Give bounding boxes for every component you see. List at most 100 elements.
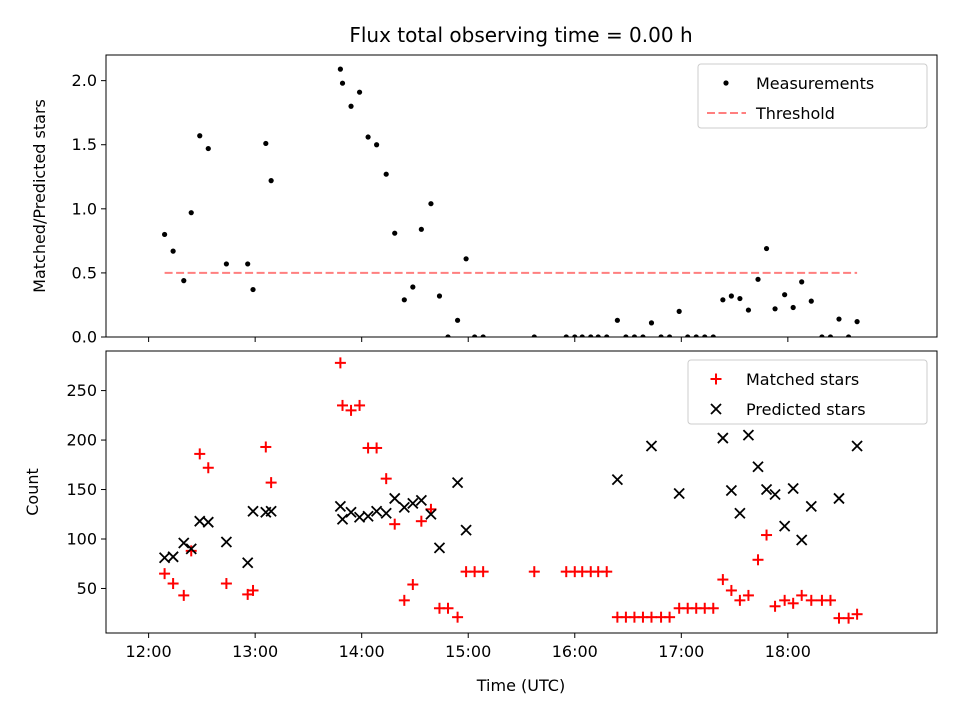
chart1-x-tick-label: 12:00	[126, 642, 172, 661]
chart1-series1-point	[362, 510, 374, 522]
chart1-series0-point	[664, 611, 676, 623]
chart1-series1-point-b	[334, 500, 347, 512]
chart1-series1-point	[334, 500, 347, 512]
chart0-series0-point	[676, 308, 682, 314]
chart0-series0-point	[763, 245, 770, 252]
top-y-axis-label: Matched/Predicted stars	[30, 99, 49, 293]
chart1-series1-point	[805, 500, 817, 512]
chart0-series0-point	[563, 334, 569, 337]
chart1-series0-point	[442, 602, 454, 614]
chart1-series1-point	[760, 483, 773, 496]
chart1-series1-point-b	[336, 513, 349, 525]
chart1-series1-point	[415, 494, 427, 507]
chart0-series0-point	[702, 334, 708, 337]
chart0-legend-box	[697, 63, 928, 129]
chart1-series1-point	[769, 488, 781, 501]
chart1-series0-point	[337, 399, 349, 411]
chart1-series1-point	[380, 507, 392, 519]
chart1-series1-point	[370, 505, 383, 517]
chart1-series1-point	[433, 542, 446, 554]
chart1-x-tick-label: 17:00	[658, 642, 704, 661]
chart1-legend-label: Matched stars	[746, 370, 859, 389]
chart1-series0-point	[389, 518, 401, 530]
chart1-legend-swatch	[710, 373, 722, 385]
chart0-series0-point	[401, 297, 407, 303]
chart0-series0-point	[223, 261, 229, 267]
chart1-series1-point-b	[370, 505, 383, 517]
chart1-legend-box	[687, 359, 928, 425]
chart0-series0-point	[418, 226, 424, 232]
chart1-series1-point-b	[353, 511, 366, 523]
chart1-legend: Matched stars Predicted stars	[687, 359, 928, 425]
chart0-series0-point	[365, 134, 371, 140]
chart1-series1-point-b	[220, 536, 233, 548]
chart1-series1-point-b	[742, 429, 755, 441]
chart0-series0-point	[640, 334, 646, 337]
chart0-series0-point	[250, 286, 256, 293]
chart1-series1-point-b	[185, 543, 197, 555]
chart0-series0-point	[595, 334, 601, 337]
chart1-series0-point	[843, 612, 855, 624]
chart1-series1-point-b	[796, 534, 808, 546]
chart1-series1-point-b	[178, 537, 190, 549]
chart1-series1-point	[460, 524, 472, 536]
chart0-series0-point	[623, 334, 629, 337]
chart1-series1-point	[779, 520, 791, 532]
chart1-series0-point	[761, 529, 773, 541]
chart1-series1-point-b	[734, 507, 746, 519]
chart1-legend-swatch	[710, 403, 722, 415]
chart1-series1-point	[167, 551, 179, 563]
chart0-series0-point	[472, 334, 478, 337]
chart0-series0-point	[161, 231, 168, 238]
chart1-series0-point	[247, 584, 259, 596]
chart0-series0-point	[745, 307, 752, 313]
chart0-series0-point	[454, 317, 461, 323]
chart0-series0-point	[720, 297, 726, 303]
chart1-series1-point-b	[407, 497, 419, 510]
chart1-series0-point	[415, 515, 427, 527]
chart0-series0-point	[205, 145, 211, 152]
chart0-y-tick-label: 2.0	[72, 71, 97, 90]
chart0-series0-point	[614, 317, 620, 323]
chart1-series0-point	[742, 589, 754, 601]
chart0-series0-point	[531, 334, 537, 337]
chart0-series0-point	[410, 284, 416, 290]
chart1-series1-point-b	[645, 440, 658, 452]
chart0-series0-point	[755, 276, 761, 282]
chart1-series1-point-b	[158, 552, 171, 564]
chart1-series1-point	[734, 507, 746, 519]
chart1-series0-point	[334, 357, 346, 369]
chart1-series1-point	[345, 506, 357, 518]
chart1-series0-point	[779, 594, 791, 606]
chart1-series0-point	[345, 404, 357, 416]
chart1-series0-point	[601, 566, 613, 578]
chart1-series1-point	[851, 440, 863, 452]
chart1-series1-point-b	[451, 476, 464, 489]
chart1-x-tick-label: 16:00	[552, 642, 598, 661]
chart1-series0-point	[202, 462, 214, 474]
chart0-frame	[105, 54, 938, 338]
chart1-series1-point-b	[265, 505, 277, 517]
chart0-marks	[161, 66, 860, 337]
chart1-series1-point	[265, 505, 277, 517]
chart1-series0-point	[717, 574, 729, 586]
chart1-series0-point	[260, 441, 272, 453]
chart0-series0-point	[782, 292, 788, 298]
chart0-series0-point	[685, 334, 691, 337]
chart1-marks	[158, 357, 863, 624]
chart0-series0-point	[374, 142, 380, 148]
chart0-series0-point	[808, 298, 814, 304]
chart1-series1-point	[673, 487, 685, 500]
chart1-series1-point-b	[433, 542, 446, 554]
chart1-series1-point	[242, 557, 254, 569]
chart0-series0-point	[666, 334, 673, 337]
chart0-series0-point	[436, 293, 443, 299]
chart0-legend-label: Measurements	[756, 74, 874, 93]
chart1-series1-point-b	[425, 508, 437, 520]
chart1-series1-point	[752, 461, 764, 473]
chart1-series0-point	[185, 545, 197, 557]
chart0-series0-point	[463, 256, 469, 262]
chart1-series1-point	[185, 543, 197, 555]
chart1-series1-point	[451, 476, 464, 489]
chart1-series0-point	[407, 579, 419, 591]
